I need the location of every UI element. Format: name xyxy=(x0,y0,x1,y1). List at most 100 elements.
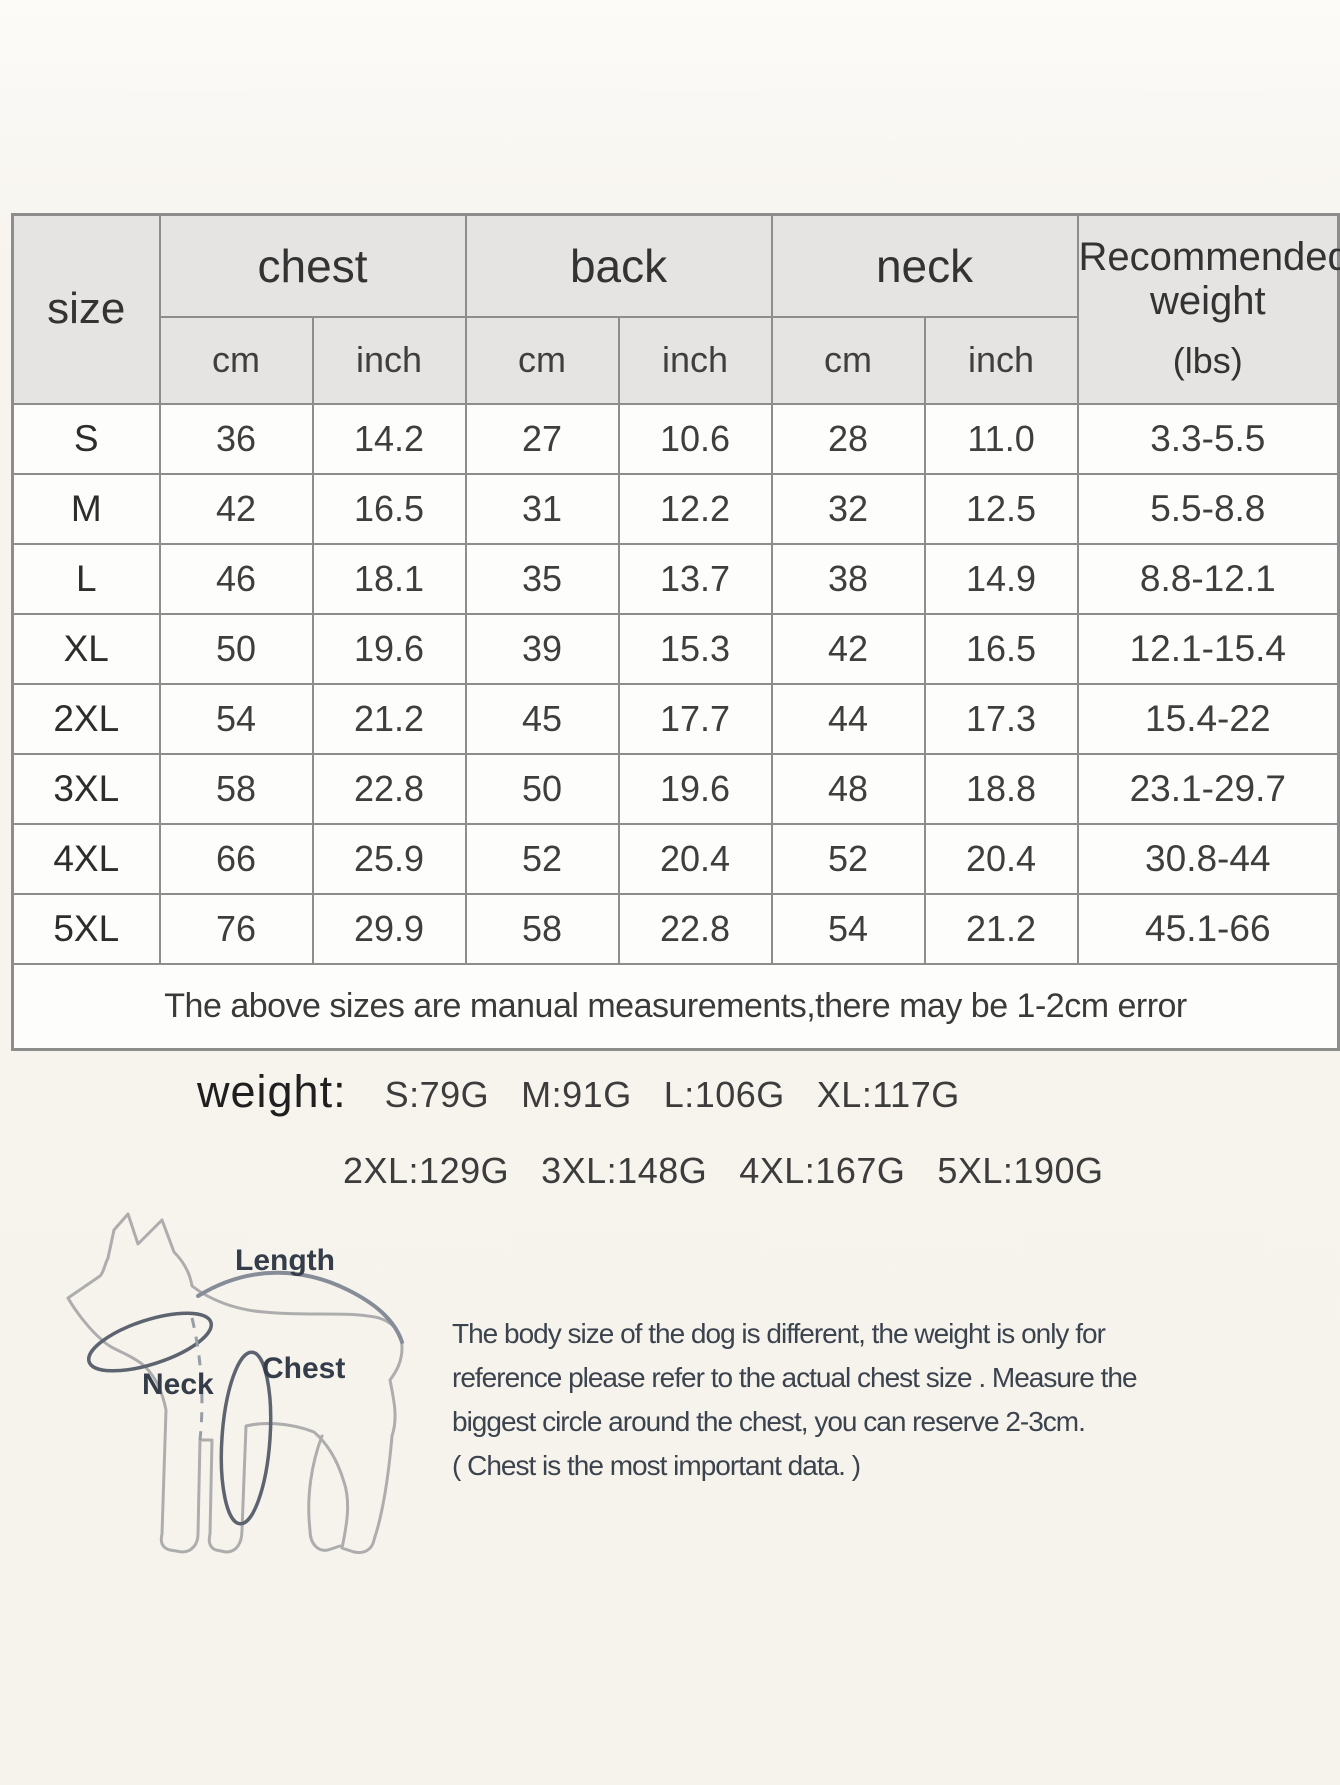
neck-cm-value: 52 xyxy=(770,822,926,895)
size-table: size chest back neck Recommended weight … xyxy=(11,213,1340,1051)
back-cm-value: 45 xyxy=(464,682,620,755)
neck-measure-ring xyxy=(87,1311,213,1373)
neck-cm-value: 54 xyxy=(770,892,926,965)
chest-cm-value: 46 xyxy=(158,542,314,615)
neck-inch-value: 11.0 xyxy=(923,402,1079,475)
table-row-5xl: 5XL 76 29.9 58 22.8 54 21.2 45.1-66 xyxy=(11,892,1340,965)
unit-header-back-inch: inch xyxy=(617,315,773,405)
table-row-xl: XL 50 19.6 39 15.3 42 16.5 12.1-15.4 xyxy=(11,612,1340,685)
weight-item-l: L:106G xyxy=(663,1074,785,1115)
back-inch-value: 17.7 xyxy=(617,682,773,755)
table-row-s: S 36 14.2 27 10.6 28 11.0 3.3-5.5 xyxy=(11,402,1340,475)
neck-cm-value: 48 xyxy=(770,752,926,825)
instructions-line-4: ( Chest is the most important data. ) xyxy=(452,1450,861,1481)
hidden-measure-dashes xyxy=(190,1317,204,1441)
weight-item-3xl: 3XL:148G xyxy=(541,1150,708,1191)
dog-far-rear-leg xyxy=(307,1434,342,1552)
recommended-line2: weight xyxy=(1149,279,1266,324)
back-inch-value: 13.7 xyxy=(617,542,773,615)
size-value: 2XL xyxy=(11,682,161,755)
weight-range-value: 8.8-12.1 xyxy=(1076,542,1340,615)
garment-weight-line2: 2XL:129G 3XL:148G 4XL:167G 5XL:190G xyxy=(343,1150,1104,1192)
table-row-l: L 46 18.1 35 13.7 38 14.9 8.8-12.1 xyxy=(11,542,1340,615)
size-value: 5XL xyxy=(11,892,161,965)
size-value: L xyxy=(11,542,161,615)
weight-range-value: 5.5-8.8 xyxy=(1076,472,1340,545)
chest-inch-value: 25.9 xyxy=(311,822,467,895)
instructions-line-1: The body size of the dog is different, t… xyxy=(452,1318,1106,1349)
unit-header-neck-cm: cm xyxy=(770,315,926,405)
back-cm-value: 27 xyxy=(464,402,620,475)
chest-inch-value: 21.2 xyxy=(311,682,467,755)
measurement-error-note: The above sizes are manual measurements,… xyxy=(11,962,1340,1051)
chest-cm-value: 36 xyxy=(158,402,314,475)
weight-item-2xl: 2XL:129G xyxy=(343,1150,510,1191)
back-cm-value: 39 xyxy=(464,612,620,685)
instructions-line-2: reference please refer to the actual che… xyxy=(452,1362,1138,1393)
length-label: Length xyxy=(235,1244,335,1277)
chest-inch-value: 22.8 xyxy=(311,752,467,825)
back-inch-value: 12.2 xyxy=(617,472,773,545)
recommended-line1: Recommended xyxy=(1078,235,1340,280)
neck-inch-value: 17.3 xyxy=(923,682,1079,755)
neck-inch-value: 16.5 xyxy=(923,612,1079,685)
dog-outline-illustration xyxy=(66,1212,404,1554)
chest-cm-value: 42 xyxy=(158,472,314,545)
unit-header-back-cm: cm xyxy=(464,315,620,405)
weight-item-m: M:91G xyxy=(521,1074,632,1115)
weight-item-s: S:79G xyxy=(384,1074,490,1115)
col-header-back: back xyxy=(464,213,773,318)
back-inch-value: 20.4 xyxy=(617,822,773,895)
table-row-4xl: 4XL 66 25.9 52 20.4 52 20.4 30.8-44 xyxy=(11,822,1340,895)
neck-cm-value: 44 xyxy=(770,682,926,755)
back-inch-value: 15.3 xyxy=(617,612,773,685)
chest-cm-value: 66 xyxy=(158,822,314,895)
neck-inch-value: 20.4 xyxy=(923,822,1079,895)
neck-label: Neck xyxy=(142,1368,214,1401)
garment-weight-line1: weight: S:79G M:91G L:106G XL:117G xyxy=(197,1066,960,1118)
chest-measure-ring xyxy=(219,1350,273,1526)
chest-inch-value: 14.2 xyxy=(311,402,467,475)
col-header-size: size xyxy=(11,213,161,405)
neck-inch-value: 18.8 xyxy=(923,752,1079,825)
col-header-neck: neck xyxy=(770,213,1079,318)
weight-range-value: 23.1-29.7 xyxy=(1076,752,1340,825)
chest-label: Chest xyxy=(262,1352,346,1385)
weight-range-value: 12.1-15.4 xyxy=(1076,612,1340,685)
back-cm-value: 52 xyxy=(464,822,620,895)
size-value: M xyxy=(11,472,161,545)
chest-inch-value: 29.9 xyxy=(311,892,467,965)
size-value: 4XL xyxy=(11,822,161,895)
neck-inch-value: 12.5 xyxy=(923,472,1079,545)
neck-inch-value: 21.2 xyxy=(923,892,1079,965)
chest-inch-value: 16.5 xyxy=(311,472,467,545)
length-measure-line xyxy=(196,1270,404,1344)
weight-range-value: 30.8-44 xyxy=(1076,822,1340,895)
table-row-2xl: 2XL 54 21.2 45 17.7 44 17.3 15.4-22 xyxy=(11,682,1340,755)
chest-inch-value: 18.1 xyxy=(311,542,467,615)
neck-cm-value: 32 xyxy=(770,472,926,545)
back-inch-value: 19.6 xyxy=(617,752,773,825)
chest-cm-value: 50 xyxy=(158,612,314,685)
recommended-lbs: (lbs) xyxy=(1172,340,1243,382)
neck-inch-value: 14.9 xyxy=(923,542,1079,615)
col-header-chest: chest xyxy=(158,213,467,318)
weight-range-value: 45.1-66 xyxy=(1076,892,1340,965)
back-inch-value: 10.6 xyxy=(617,402,773,475)
dog-body-outline xyxy=(66,1212,404,1554)
weight-range-value: 3.3-5.5 xyxy=(1076,402,1340,475)
back-inch-value: 22.8 xyxy=(617,892,773,965)
table-row-3xl: 3XL 58 22.8 50 19.6 48 18.8 23.1-29.7 xyxy=(11,752,1340,825)
col-header-recommended-weight: Recommended weight (lbs) xyxy=(1076,213,1340,405)
measuring-instructions: The body size of the dog is different, t… xyxy=(452,1312,1138,1488)
unit-header-chest-inch: inch xyxy=(311,315,467,405)
size-value: S xyxy=(11,402,161,475)
back-cm-value: 35 xyxy=(464,542,620,615)
chest-cm-value: 76 xyxy=(158,892,314,965)
chest-cm-value: 54 xyxy=(158,682,314,755)
unit-header-chest-cm: cm xyxy=(158,315,314,405)
table-row-m: M 42 16.5 31 12.2 32 12.5 5.5-8.8 xyxy=(11,472,1340,545)
weight-label: weight: xyxy=(197,1066,347,1117)
instructions-line-3: biggest circle around the chest, you can… xyxy=(452,1406,1086,1437)
